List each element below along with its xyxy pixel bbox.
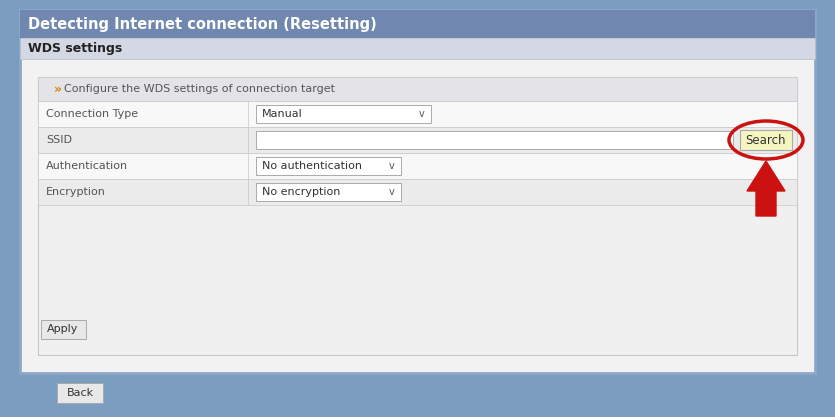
Text: Authentication: Authentication bbox=[46, 161, 128, 171]
Text: SSID: SSID bbox=[46, 135, 72, 145]
Bar bbox=[256, 157, 401, 175]
Text: v: v bbox=[419, 109, 425, 119]
Bar bbox=[20, 10, 815, 373]
Text: »: » bbox=[54, 83, 62, 95]
Text: WDS settings: WDS settings bbox=[28, 42, 122, 55]
Text: v: v bbox=[389, 187, 395, 197]
Bar bbox=[38, 77, 797, 355]
Bar bbox=[41, 320, 86, 339]
Bar bbox=[38, 101, 797, 127]
Bar bbox=[20, 10, 815, 38]
Text: No encryption: No encryption bbox=[262, 187, 341, 197]
Text: Manual: Manual bbox=[262, 109, 303, 119]
Bar bbox=[38, 179, 797, 205]
Bar bbox=[38, 77, 797, 101]
Bar bbox=[38, 101, 248, 127]
Bar bbox=[38, 179, 248, 205]
Bar bbox=[256, 131, 733, 149]
Text: Encryption: Encryption bbox=[46, 187, 106, 197]
Text: No authentication: No authentication bbox=[262, 161, 362, 171]
Text: Detecting Internet connection (Resetting): Detecting Internet connection (Resetting… bbox=[28, 17, 377, 32]
FancyArrow shape bbox=[747, 161, 785, 216]
Bar bbox=[740, 130, 792, 150]
Text: Connection Type: Connection Type bbox=[46, 109, 138, 119]
Text: Configure the WDS settings of connection target: Configure the WDS settings of connection… bbox=[64, 84, 335, 94]
Bar bbox=[38, 127, 248, 153]
Text: Search: Search bbox=[746, 133, 787, 146]
Text: v: v bbox=[389, 161, 395, 171]
Bar bbox=[20, 38, 815, 59]
Text: Back: Back bbox=[67, 388, 94, 398]
Text: Apply: Apply bbox=[48, 324, 78, 334]
Bar bbox=[57, 383, 103, 403]
Bar bbox=[256, 105, 431, 123]
Bar bbox=[38, 153, 797, 179]
Bar bbox=[256, 183, 401, 201]
Bar bbox=[38, 153, 248, 179]
Bar bbox=[38, 127, 797, 153]
